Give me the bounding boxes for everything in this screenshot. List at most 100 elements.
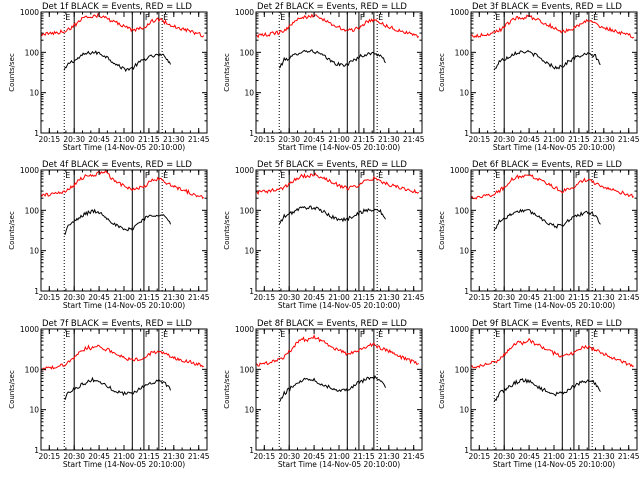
y-tick-label: 10 xyxy=(29,247,39,256)
y-tick-label: 100 xyxy=(455,48,470,57)
marker-label: F xyxy=(360,13,365,22)
x-tick-label: 20:30 xyxy=(493,135,515,144)
y-tick-label: 1 xyxy=(464,287,469,296)
x-tick-label: 20:15 xyxy=(468,293,490,302)
x-tick-label: 20:15 xyxy=(253,135,275,144)
events-series-line xyxy=(493,208,601,231)
panel-grid: Det 1f BLACK = Events, RED = LLD Counts/s… xyxy=(8,2,640,469)
x-tick-label: 20:45 xyxy=(518,135,540,144)
events-series-line xyxy=(278,375,386,403)
x-tick-label: 21:45 xyxy=(618,293,640,302)
y-axis-label: Counts/sec xyxy=(438,211,446,250)
x-tick-label: 21:30 xyxy=(593,293,615,302)
x-axis-label: Start Time (14-Nov-05 20:10:00) xyxy=(63,143,185,152)
y-tick-label: 100 xyxy=(455,206,470,215)
x-tick-label: 21:15 xyxy=(568,135,590,144)
x-tick-label: 20:30 xyxy=(278,135,300,144)
x-axis-label: Start Time (14-Nov-05 20:10:00) xyxy=(493,143,615,152)
marker-label: E xyxy=(163,13,168,22)
y-tick-label: 10 xyxy=(244,247,254,256)
x-tick-label: 21:15 xyxy=(353,452,375,461)
detector-panel: Det 1f BLACK = Events, RED = LLD Counts/s… xyxy=(8,2,210,152)
detector-panel: Det 7f BLACK = Events, RED = LLD Counts/s… xyxy=(8,319,210,469)
y-tick-label: 100 xyxy=(240,206,255,215)
lld-series-line xyxy=(255,13,420,39)
x-tick-label: 21:00 xyxy=(543,452,565,461)
x-axis-label: Start Time (14-Nov-05 20:10:00) xyxy=(63,301,185,310)
lld-series-line xyxy=(40,168,205,200)
marker-label: E xyxy=(280,171,285,180)
events-series-line xyxy=(63,376,171,400)
x-tick-label: 21:30 xyxy=(163,452,185,461)
marker-label: E xyxy=(65,330,70,339)
marker-label: F xyxy=(360,171,365,180)
x-tick-label: 21:30 xyxy=(593,452,615,461)
lld-series-line xyxy=(40,12,205,38)
y-axis-label: Counts/sec xyxy=(223,53,231,92)
events-series-line xyxy=(63,50,171,73)
x-tick-label: 21:15 xyxy=(568,293,590,302)
y-axis-label: Counts/sec xyxy=(223,370,231,409)
events-series-line xyxy=(493,377,601,402)
detector-panel: Det 9f BLACK = Events, RED = LLD Counts/s… xyxy=(438,319,640,469)
panel-title: Det 3f BLACK = Events, RED = LLD xyxy=(472,2,622,12)
y-tick-label: 1 xyxy=(34,446,39,455)
lld-series-line xyxy=(40,344,204,372)
y-tick-label: 1000 xyxy=(450,8,469,17)
panel-title: Det 6f BLACK = Events, RED = LLD xyxy=(472,160,622,170)
marker-label: E xyxy=(163,171,168,180)
x-tick-label: 21:45 xyxy=(403,293,425,302)
marker-label: E xyxy=(593,330,598,339)
y-axis-label: Counts/sec xyxy=(8,53,16,92)
x-tick-label: 21:00 xyxy=(543,135,565,144)
events-series-line xyxy=(278,205,386,225)
x-axis-label: Start Time (14-Nov-05 20:10:00) xyxy=(278,460,400,469)
lld-series-line xyxy=(470,337,634,369)
y-tick-label: 10 xyxy=(244,89,254,98)
x-tick-label: 21:00 xyxy=(113,135,135,144)
marker-label: F xyxy=(575,171,580,180)
y-tick-label: 10 xyxy=(244,406,254,415)
x-axis-label: Start Time (14-Nov-05 20:10:00) xyxy=(493,301,615,310)
detector-panel: Det 3f BLACK = Events, RED = LLD Counts/s… xyxy=(438,2,640,152)
marker-label: E xyxy=(495,330,500,339)
x-tick-label: 21:15 xyxy=(353,293,375,302)
x-tick-label: 20:30 xyxy=(278,452,300,461)
detector-panel: Det 2f BLACK = Events, RED = LLD Counts/s… xyxy=(223,2,425,152)
x-tick-label: 21:45 xyxy=(188,293,210,302)
panel-title: Det 4f BLACK = Events, RED = LLD xyxy=(42,160,192,170)
x-tick-label: 20:45 xyxy=(88,293,110,302)
x-tick-label: 21:45 xyxy=(403,452,425,461)
x-tick-label: 20:30 xyxy=(63,135,85,144)
x-tick-label: 21:15 xyxy=(138,293,160,302)
marker-label: E xyxy=(593,171,598,180)
marker-label: E xyxy=(378,171,383,180)
x-tick-label: 21:00 xyxy=(328,452,350,461)
marker-label: F xyxy=(575,13,580,22)
detector-panel: Det 8f BLACK = Events, RED = LLD Counts/s… xyxy=(223,319,425,469)
y-tick-label: 100 xyxy=(240,48,255,57)
x-tick-label: 21:15 xyxy=(138,452,160,461)
y-tick-label: 1 xyxy=(464,129,469,138)
x-tick-label: 20:30 xyxy=(63,293,85,302)
x-tick-label: 20:45 xyxy=(88,452,110,461)
y-tick-label: 1000 xyxy=(450,325,469,334)
y-tick-label: 1 xyxy=(249,129,254,138)
y-tick-label: 100 xyxy=(25,48,40,57)
y-tick-label: 1000 xyxy=(235,8,254,17)
x-tick-label: 21:00 xyxy=(328,293,350,302)
marker-label: F xyxy=(575,330,580,339)
x-tick-label: 21:30 xyxy=(378,293,400,302)
marker-label: E xyxy=(495,13,500,22)
marker-label: F xyxy=(145,171,150,180)
lld-series-line xyxy=(470,174,635,200)
x-axis-label: Start Time (14-Nov-05 20:10:00) xyxy=(493,460,615,469)
events-series-line xyxy=(64,208,171,235)
marker-label: E xyxy=(378,330,383,339)
lld-series-line xyxy=(470,14,635,39)
lld-series-line xyxy=(255,334,419,367)
x-tick-label: 21:30 xyxy=(163,293,185,302)
marker-label: F xyxy=(145,330,150,339)
